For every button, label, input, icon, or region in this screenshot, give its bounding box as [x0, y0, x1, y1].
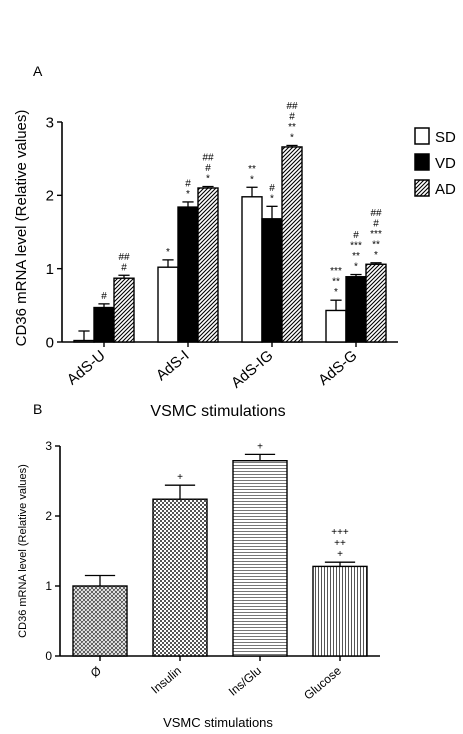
panel-b-bar — [232, 460, 288, 657]
panel-a-significance-mark: # — [289, 111, 295, 122]
panel-a-bar — [177, 206, 199, 343]
panel-a-legend-label: VD — [435, 155, 456, 172]
panel-a-bar — [345, 276, 367, 343]
panel-b-x-tick-label: Ø — [88, 664, 104, 681]
panel-a-significance-mark: ** — [352, 251, 360, 262]
panel-b-y-tick-label: 2 — [45, 509, 52, 523]
panel-a-significance-mark: # — [185, 178, 191, 189]
panel-a-significance-mark: ## — [118, 252, 130, 263]
panel-a-bar — [93, 306, 115, 343]
panel-a-significance-mark: # — [353, 230, 359, 241]
panel-a-bar — [73, 339, 95, 343]
panel-b-significance-mark: +++ — [331, 527, 349, 538]
panel-a-y-axis-title: CD36 mRNA level (Relative values) — [13, 110, 30, 347]
panel-b-x-tick-label: Glucose — [301, 663, 344, 702]
panel-a-significance-mark: # — [205, 163, 211, 174]
panel-a-significance-mark: * — [166, 247, 170, 258]
panel-a-significance-mark: ** — [288, 122, 296, 133]
panel-a-x-tick-label: AdS-G — [315, 347, 360, 389]
panel-b-bar — [72, 585, 128, 657]
panel-a-significance-mark: * — [290, 132, 294, 143]
panel-a-significance-mark: # — [101, 291, 107, 302]
panel-a-significance-mark: ## — [286, 101, 298, 112]
panel-a-significance-mark: * — [270, 193, 274, 204]
panel-b-x-axis-title: VSMC stimulations — [163, 715, 273, 730]
panel-a-legend-label: SD — [435, 129, 456, 146]
panel-b-y-axis-title: CD36 mRNA level (Relative values) — [17, 464, 29, 638]
panel-b-significance-mark: + — [337, 549, 343, 560]
panel-b-label: B — [33, 401, 42, 417]
panel-a-x-tick-label: AdS-IG — [228, 347, 277, 392]
panel-a-legend: SD VD AD — [414, 127, 456, 198]
panel-a-legend-swatch — [414, 179, 430, 197]
panel-a-significance-mark: * — [206, 174, 210, 185]
panel-b-bar — [152, 498, 208, 657]
panel-a-x-tick-label: AdS-I — [153, 347, 193, 384]
panel-b-significance-mark: + — [177, 472, 183, 483]
panel-a-legend-swatch — [414, 127, 430, 145]
panel-a-significance-mark: ** — [372, 239, 380, 250]
panel-a-x-tick-label: AdS-U — [64, 347, 109, 388]
panel-a-legend-label: AD — [435, 181, 456, 198]
panel-a-significance-mark: ** — [332, 277, 340, 288]
panel-b-bar — [312, 565, 368, 657]
panel-a-significance-mark: # — [121, 262, 127, 273]
panel-a-bar — [113, 277, 135, 343]
panel-a-significance-mark: *** — [330, 266, 342, 277]
panel-a-significance-mark: ## — [370, 208, 382, 219]
panel-a-y-tick-label: 1 — [46, 261, 54, 278]
panel-b-y-tick-label: 0 — [45, 649, 52, 663]
panel-a-bar — [325, 309, 347, 343]
panel-a-significance-mark: * — [186, 189, 190, 200]
panel-a-bar — [261, 218, 283, 343]
panel-a-x-axis-title: VSMC stimulations — [150, 403, 285, 420]
panel-a-significance-mark: ## — [202, 153, 214, 164]
panel-b-y-tick-label: 1 — [45, 579, 52, 593]
panel-a-y-tick-label: 3 — [46, 114, 54, 131]
panel-a-significance-mark: # — [373, 218, 379, 229]
panel-a-significance-mark: * — [334, 287, 338, 298]
panel-a-significance-mark: * — [374, 250, 378, 261]
panel-a: A CD36 mRNA level (Relative values) VSMC… — [13, 63, 456, 420]
panel-a-significance-mark: * — [250, 174, 254, 185]
panel-a-y-tick-label: 2 — [46, 188, 54, 205]
panel-a-significance-mark: *** — [370, 229, 382, 240]
panel-a-significance-mark: ** — [248, 164, 256, 175]
panel-a-label: A — [33, 63, 43, 79]
panel-a-significance-mark: *** — [350, 241, 362, 252]
panel-b-x-tick-label: Ins/Glu — [226, 664, 264, 699]
panel-a-bar — [157, 266, 179, 343]
panel-a-bar — [281, 146, 303, 343]
panel-b-x-tick-label: Insulin — [148, 664, 184, 697]
panel-a-bar — [241, 196, 263, 343]
panel-a-significance-mark: # — [269, 183, 275, 194]
panel-b-significance-mark: + — [257, 441, 263, 452]
panel-b-significance-mark: ++ — [334, 538, 346, 549]
panel-a-bar — [197, 187, 219, 343]
panel-a-y-tick-label: 0 — [46, 334, 54, 351]
panel-b-y-tick-label: 3 — [45, 439, 52, 453]
panel-a-legend-swatch — [414, 153, 430, 171]
panel-a-significance-mark: * — [354, 262, 358, 273]
panel-b: B CD36 mRNA level (Relative values) VSMC… — [17, 401, 380, 730]
panel-a-bar — [365, 263, 387, 343]
